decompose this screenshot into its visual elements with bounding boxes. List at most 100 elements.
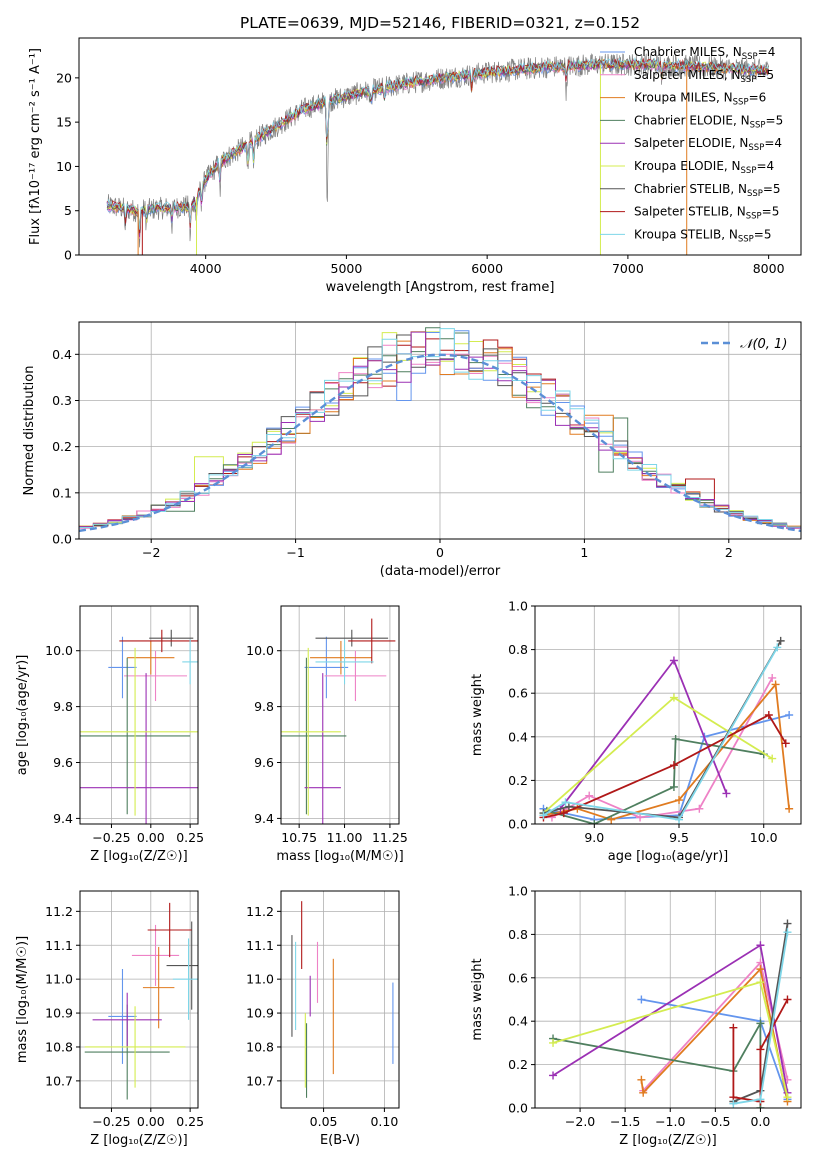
x-axis-label: age [log₁₀(age/yr)] xyxy=(608,849,729,864)
marker-kroupa-elodie xyxy=(783,1093,792,1102)
legend-suffix: =5 xyxy=(763,182,781,196)
x-tick-label: 1 xyxy=(580,545,588,560)
x-tick-label: 7000 xyxy=(612,261,644,276)
axes-frame xyxy=(79,890,199,1109)
legend-text: Chabrier MILES, N xyxy=(634,45,742,59)
y-tick-label: 10.0 xyxy=(246,643,274,658)
y-tick-label: 9.6 xyxy=(53,755,73,770)
marker-salpeter-elodie xyxy=(722,789,731,798)
y-tick-label: 11.0 xyxy=(246,972,274,987)
y-tick-label: 20 xyxy=(56,70,72,85)
x-tick-label: 8000 xyxy=(753,261,785,276)
x-tick-label: 11.25 xyxy=(372,830,408,845)
chart-age_vs_Z: −0.25 0.00 0.25 9.4 9.6 9.8 10.0 Z [log₁₀(Z/Z☉)… xyxy=(15,605,204,864)
series-line-kroupa-miles xyxy=(640,967,789,1102)
chart-mass_vs_Z: −0.25 0.00 0.25 10.7 10.8 10.9 11.0 11.1 11.2 Z [… xyxy=(15,890,204,1148)
chart-weight_vs_age: 9.0 9.5 10.0 0.0 0.2 0.4 0.6 0.8 1.0 age [log₁₀(a… xyxy=(470,599,802,864)
legend-subscript: SSP xyxy=(741,75,757,85)
x-axis-label: Z [log₁₀(Z/Z☉)] xyxy=(619,1133,716,1148)
chart-mass_vs_ebv: 0.05 0.10 10.7 10.8 10.9 11.0 11.1 11.2 E(B-V) xyxy=(246,890,400,1148)
x-axis-label: Z [log₁₀(Z/Z☉)] xyxy=(90,849,187,864)
y-tick-label: 0.6 xyxy=(508,686,528,701)
y-tick-label: 10.8 xyxy=(246,1039,274,1054)
marker-chabrier-miles xyxy=(785,711,794,719)
x-tick-label: 0.25 xyxy=(176,1114,204,1129)
series-line-chabrier-miles xyxy=(641,998,789,1100)
chart-residuals: −2 −1 0 1 2 0.0 0.1 0.2 0.3 0.4 (data-model)/error… xyxy=(22,321,802,579)
plot-area xyxy=(106,53,769,255)
y-axis-label: mass weight xyxy=(470,674,485,756)
plot-area xyxy=(539,636,794,824)
y-tick-label: 10.7 xyxy=(45,1073,73,1088)
x-axis-label: Z [log₁₀(Z/Z☉)] xyxy=(90,1133,187,1148)
marker-salpeter-stelib xyxy=(783,995,792,1004)
x-tick-label: 0.05 xyxy=(310,1114,338,1129)
legend-suffix: =4 xyxy=(756,159,774,173)
y-tick-label: 11.2 xyxy=(45,904,73,919)
plot-area xyxy=(281,618,396,824)
y-axis-label: age [log₁₀(age/yr)] xyxy=(15,655,30,776)
marker-chabrier-elodie xyxy=(669,782,678,791)
y-tick-label: 0.1 xyxy=(52,485,72,500)
marker-salpeter-miles xyxy=(768,673,777,682)
x-axis-label: E(B-V) xyxy=(320,1133,360,1148)
marker-kroupa-stelib xyxy=(783,928,792,937)
marker-chabrier-stelib xyxy=(776,636,785,645)
y-tick-label: 11.1 xyxy=(45,938,73,953)
x-tick-label: 10.0 xyxy=(750,830,778,845)
x-tick-label: 10.75 xyxy=(281,830,317,845)
x-tick-label: −2 xyxy=(142,545,160,560)
marker-chabrier-miles xyxy=(637,995,646,1004)
marker-salpeter-miles xyxy=(585,791,594,800)
x-tick-label: 0.00 xyxy=(137,830,165,845)
legend-subscript: SSP xyxy=(738,234,754,244)
y-tick-label: 0.3 xyxy=(52,393,72,408)
x-tick-label: 4000 xyxy=(190,261,222,276)
y-tick-label: 11.2 xyxy=(246,904,274,919)
marker-salpeter-miles xyxy=(695,804,704,813)
y-tick-label: 0.4 xyxy=(52,347,72,362)
legend-suffix: =4 xyxy=(758,45,776,59)
normal-curve xyxy=(79,353,801,533)
legend-suffix: =5 xyxy=(754,227,772,241)
x-tick-label: 0 xyxy=(436,545,444,560)
y-axis-label: mass [log₁₀(M/M☉)] xyxy=(15,936,30,1063)
axes-frame xyxy=(534,605,802,825)
legend-suffix: =5 xyxy=(762,205,780,219)
y-tick-label: 0.4 xyxy=(508,729,528,744)
y-tick-label: 1.0 xyxy=(508,599,528,614)
marker-kroupa-stelib xyxy=(756,1095,765,1104)
marker-kroupa-miles xyxy=(756,965,765,974)
marker-kroupa-stelib xyxy=(561,798,570,807)
plot-area xyxy=(291,901,394,1098)
x-axis-label: wavelength [Angstrom, rest frame] xyxy=(326,280,555,295)
legend-subscript: SSP xyxy=(748,143,764,153)
legend-suffix: =5 xyxy=(756,68,774,82)
legend-entry-salpeter-elodie: Salpeter ELODIE, NSSP=4 xyxy=(634,136,782,153)
marker-kroupa-miles xyxy=(639,1088,648,1097)
marker-chabrier-elodie xyxy=(756,1019,765,1028)
marker-chabrier-stelib xyxy=(564,802,573,811)
marker-salpeter-elodie xyxy=(756,941,765,950)
marker-kroupa-miles xyxy=(771,680,780,689)
y-tick-label: 0.2 xyxy=(508,773,528,788)
legend-subscript: SSP xyxy=(750,120,766,130)
marker-kroupa-stelib xyxy=(675,815,684,824)
marker-chabrier-stelib xyxy=(783,919,792,928)
legend-subscript: SSP xyxy=(733,98,749,108)
marker-salpeter-stelib xyxy=(764,711,773,719)
marker-chabrier-elodie xyxy=(671,734,680,743)
legend-entry-chabrier-stelib: Chabrier STELIB, NSSP=5 xyxy=(634,182,781,199)
marker-salpeter-stelib xyxy=(669,761,678,770)
legend-entry-salpeter-miles: Salpeter MILES, NSSP=5 xyxy=(634,68,774,85)
legend-entry-chabrier-elodie: Chabrier ELODIE, NSSP=5 xyxy=(634,113,783,130)
y-axis-label: mass weight xyxy=(470,958,485,1040)
x-tick-label: 9.0 xyxy=(584,830,604,845)
x-tick-label: 11.00 xyxy=(327,830,363,845)
y-tick-label: 15 xyxy=(56,115,72,130)
legend-suffix: =4 xyxy=(764,136,782,150)
marker-kroupa-elodie xyxy=(549,1038,558,1047)
x-tick-label: 5000 xyxy=(331,261,363,276)
x-tick-label: 6000 xyxy=(471,261,503,276)
